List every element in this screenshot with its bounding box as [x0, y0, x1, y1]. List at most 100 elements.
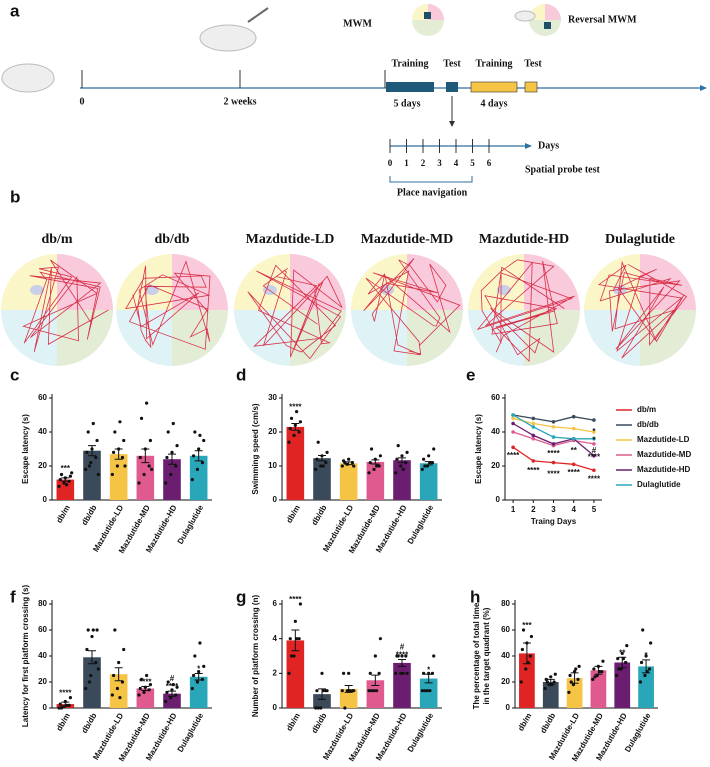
data-point [297, 430, 301, 434]
data-point [647, 667, 652, 671]
data-point [319, 706, 323, 710]
panel-label: h [470, 587, 480, 606]
data-point [396, 654, 400, 658]
bar [136, 688, 155, 708]
quadrant [57, 310, 113, 366]
quadrant [234, 310, 290, 366]
data-point [169, 696, 173, 700]
data-point [200, 461, 205, 465]
error-bar [371, 674, 380, 686]
y-axis-label: Number of platform crossing (n) [251, 595, 260, 718]
y-axis-label: The percentage of total time [472, 602, 481, 709]
significance: **** [139, 678, 152, 687]
y-tick-label: 40 [501, 651, 510, 660]
y-tick-label: 60 [38, 393, 47, 402]
test-block [446, 82, 458, 92]
data-point [84, 686, 88, 691]
data-point [91, 421, 95, 426]
bracket [389, 176, 473, 183]
data-point [57, 484, 61, 488]
x-tick-label: 3 [551, 505, 556, 514]
marker [571, 437, 576, 441]
data-point [63, 699, 67, 704]
bar [542, 682, 559, 708]
marker [592, 468, 596, 473]
data-point [115, 464, 119, 468]
data-point [120, 455, 125, 460]
data-point [86, 430, 90, 434]
significance: *** [61, 464, 71, 473]
bar [638, 666, 654, 708]
data-point [423, 689, 427, 693]
data-point [67, 479, 71, 483]
data-point [68, 474, 73, 478]
data-point [288, 427, 292, 431]
marker [551, 420, 556, 424]
bar [614, 662, 631, 708]
data-point [67, 703, 71, 708]
chart: g 0 2 4 6 Number of platform crossing (n) db/m… [236, 587, 442, 763]
data-point [113, 628, 117, 632]
significance: *** [522, 621, 532, 630]
data-point [190, 686, 194, 691]
error-bar [398, 658, 406, 667]
significance: **** [166, 682, 179, 691]
data-point [367, 471, 371, 475]
swim-path [22, 259, 109, 353]
y-tick-label: 20 [501, 677, 510, 686]
quadrant [468, 310, 524, 366]
data-point [569, 680, 573, 684]
data-point [148, 438, 153, 443]
data-point [120, 680, 125, 684]
y-tick-label: 80 [501, 599, 510, 608]
data-point [139, 677, 144, 682]
data-point [617, 667, 621, 671]
data-point [202, 664, 206, 669]
duration-label: 5 days [394, 98, 421, 109]
data-point [574, 667, 578, 671]
bar [393, 662, 411, 708]
data-point [314, 706, 318, 710]
data-point [401, 467, 405, 471]
stage-label: Reversal MWM [568, 14, 637, 25]
x-tick-label: Dulaglutide [176, 711, 206, 754]
x-tick-label: Dulaglutide [406, 711, 436, 754]
data-point [325, 450, 329, 454]
data-point [138, 455, 142, 460]
y-axis-label: Escape latency (s) [474, 414, 483, 484]
data-point [639, 660, 644, 665]
data-point [298, 602, 303, 606]
data-point [591, 677, 595, 682]
data-point [548, 683, 552, 687]
quadrant [351, 254, 407, 310]
pool-icon [412, 4, 444, 36]
bar [83, 450, 101, 500]
chart: e 0 20 40 60 Escape latency (s) 1 2 3 4 5 Traing Da… [466, 365, 691, 526]
data-point [96, 472, 100, 477]
x-tick-label: Dulaglutide [406, 503, 436, 546]
data-point [139, 416, 144, 420]
data-point [195, 680, 199, 684]
data-point [315, 457, 319, 461]
pool-icon [529, 4, 561, 36]
marker [592, 430, 596, 434]
data-point [293, 619, 297, 623]
bar [419, 678, 438, 708]
mouse-icon [1, 63, 55, 93]
chart: h 0 20 40 60 80 The percentage of total time in… [470, 587, 658, 763]
data-point [193, 430, 197, 434]
data-point [113, 430, 117, 434]
data-point [340, 464, 344, 468]
significance: **** [547, 449, 560, 458]
data-point [577, 664, 581, 669]
y-tick-label: 60 [501, 625, 510, 634]
data-point [524, 667, 528, 671]
data-point [118, 696, 122, 700]
data-point [195, 467, 199, 471]
marker [531, 425, 536, 429]
significance: ** [619, 648, 626, 657]
bar [566, 678, 583, 708]
quadrant [584, 254, 640, 310]
data-point [320, 671, 324, 675]
